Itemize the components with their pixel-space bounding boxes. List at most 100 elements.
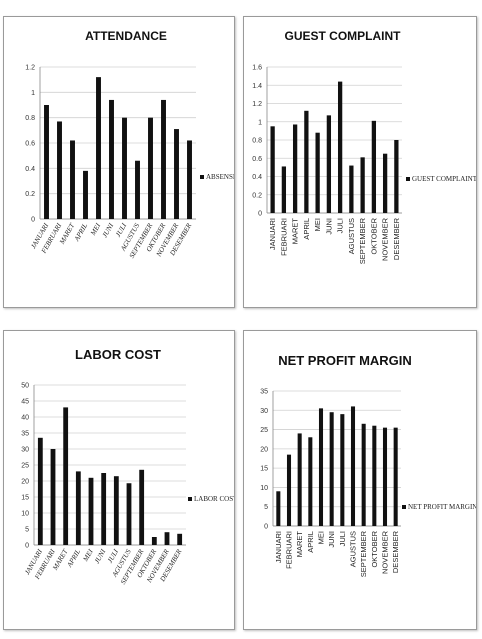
net-profit-margin-x-tick-label: DESEMBER <box>391 530 400 573</box>
guest-complaint-x-tick-label: NOVEMBER <box>381 217 390 261</box>
guest-complaint-x-tick-label: DESEMBER <box>392 217 401 260</box>
net-profit-margin-x-tick-label: OKTOBER <box>370 530 379 567</box>
guest-complaint-bar <box>315 133 319 213</box>
guest-complaint-x-tick-label: JULI <box>336 218 345 233</box>
attendance-legend-label: ABSENSI <box>206 173 234 181</box>
labor-cost-y-tick-label: 40 <box>21 415 29 422</box>
guest-complaint-bar <box>338 82 342 213</box>
net-profit-margin-chart-panel: NET PROFIT MARGIN 0 5 10 15 20 25 30 35 JANUARI FE… <box>243 330 477 630</box>
net-profit-margin-x-tick-label: NOVEMBER <box>381 530 390 574</box>
labor-cost-legend-key <box>188 497 192 501</box>
labor-cost-y-tick-label: 0 <box>25 543 29 550</box>
labor-cost-bar <box>89 478 94 545</box>
guest-complaint-x-tick-label: JUNI <box>324 218 333 235</box>
guest-complaint-y-tick-label: 0.4 <box>252 174 262 181</box>
attendance-bar <box>148 118 153 219</box>
attendance-y-tick-label: 0.8 <box>25 115 35 122</box>
net-profit-margin-x-tick-label: AGUSTUS <box>349 531 358 567</box>
guest-complaint-x-tick-label: SEPTEMBER <box>358 217 367 264</box>
attendance-bar <box>83 171 88 219</box>
net-profit-margin-bar <box>308 437 312 526</box>
net-profit-margin-y-tick-label: 25 <box>260 427 268 434</box>
net-profit-margin-bar <box>362 424 366 526</box>
net-profit-margin-legend-key <box>402 505 406 509</box>
net-profit-margin-y-tick-label: 20 <box>260 446 268 453</box>
net-profit-margin-x-tick-label: APRIL <box>306 531 315 553</box>
guest-complaint-y-tick-label: 1.2 <box>252 101 262 108</box>
attendance-bar <box>96 77 101 219</box>
labor-cost-chart-svg: LABOR COST05101520253035404550JANUARIFEB… <box>4 331 234 629</box>
net-profit-margin-y-tick-label: 10 <box>260 485 268 492</box>
net-profit-margin-bar <box>383 428 387 526</box>
labor-cost-y-tick-label: 35 <box>21 431 29 438</box>
guest-complaint-x-tick-label: OKTOBER <box>369 217 378 254</box>
net-profit-margin-chart-svg: NET PROFIT MARGIN 0 5 10 15 20 25 30 35 JANUARI FE… <box>244 331 476 629</box>
attendance-bar <box>161 100 166 219</box>
guest-complaint-bar <box>270 126 274 213</box>
net-profit-margin-bar <box>372 426 376 526</box>
guest-complaint-y-tick-label: 1.4 <box>252 83 262 90</box>
guest-complaint-bar <box>327 115 331 213</box>
guest-complaint-x-tick-label: JANUARI <box>268 218 277 250</box>
labor-cost-bar <box>101 473 106 545</box>
guest-complaint-chart-panel: GUEST COMPLAINT 0 0.2 0.4 0.6 0.8 1 1.2 1.4 1.6 JA… <box>243 16 477 308</box>
guest-complaint-bar <box>293 124 297 213</box>
attendance-bar <box>135 161 140 219</box>
net-profit-margin-y-tick-label: 15 <box>260 466 268 473</box>
attendance-chart-svg: ATTENDANCE00.20.40.60.811.2JANUARIFEBRUA… <box>4 17 234 307</box>
attendance-x-tick-label: APRIL <box>72 222 89 243</box>
labor-cost-title: LABOR COST <box>75 347 161 362</box>
labor-cost-y-tick-label: 5 <box>25 527 29 534</box>
labor-cost-bar <box>114 476 119 545</box>
guest-complaint-title: GUEST COMPLAINT <box>285 29 402 43</box>
net-profit-margin-bar <box>319 408 323 526</box>
guest-complaint-x-tick-label: APRIL <box>302 218 311 240</box>
labor-cost-bar <box>38 438 43 545</box>
guest-complaint-y-tick-label: 0.2 <box>252 192 262 199</box>
labor-cost-bar <box>63 407 68 545</box>
net-profit-margin-y-tick-label: 0 <box>264 524 268 531</box>
guest-complaint-bar <box>383 154 387 213</box>
labor-cost-y-tick-label: 10 <box>21 511 29 518</box>
net-profit-margin-y-tick-label: 35 <box>260 389 268 396</box>
attendance-x-tick-label: JUNI <box>101 221 116 239</box>
net-profit-margin-bar <box>276 491 280 526</box>
net-profit-margin-x-tick-label: JUNI <box>327 531 336 548</box>
attendance-y-tick-label: 0.2 <box>25 191 35 198</box>
attendance-y-tick-label: 0.4 <box>25 166 35 173</box>
net-profit-margin-bar <box>287 455 291 526</box>
guest-complaint-legend-label: GUEST COMPLAINT <box>412 175 476 183</box>
guest-complaint-legend-key <box>406 177 410 181</box>
guest-complaint-y-tick-label: 0.8 <box>252 138 262 145</box>
labor-cost-bar <box>51 449 56 545</box>
guest-complaint-x-tick-label: AGUSTUS <box>347 218 356 254</box>
net-profit-margin-bar <box>351 406 355 526</box>
net-profit-margin-x-tick-label: SEPTEMBER <box>359 530 368 577</box>
net-profit-margin-x-tick-label: MEI <box>317 531 326 544</box>
attendance-title: ATTENDANCE <box>85 29 167 43</box>
attendance-bar <box>122 118 127 219</box>
net-profit-margin-legend-label: NET PROFIT MARGIN <box>408 503 476 511</box>
labor-cost-chart-panel: LABOR COST 0 5 10 15 20 25 30 35 40 45 50 JANUARI FEB… <box>3 330 235 630</box>
labor-cost-y-tick-label: 25 <box>21 463 29 470</box>
labor-cost-y-tick-label: 15 <box>21 495 29 502</box>
labor-cost-bar <box>177 534 182 545</box>
guest-complaint-y-tick-label: 0 <box>258 211 262 218</box>
attendance-bar <box>174 129 179 219</box>
labor-cost-bar <box>127 483 132 545</box>
attendance-legend-key <box>200 175 204 179</box>
labor-cost-y-tick-label: 50 <box>21 383 29 390</box>
guest-complaint-y-tick-label: 1 <box>258 119 262 126</box>
labor-cost-y-tick-label: 30 <box>21 447 29 454</box>
labor-cost-legend-label: LABOR COST <box>194 495 234 503</box>
attendance-y-tick-label: 1 <box>31 90 35 97</box>
guest-complaint-y-tick-label: 1.6 <box>252 65 262 72</box>
net-profit-margin-x-tick-label: MARET <box>295 531 304 558</box>
net-profit-margin-title: NET PROFIT MARGIN <box>278 353 412 368</box>
guest-complaint-x-tick-label: MARET <box>291 218 300 245</box>
net-profit-margin-x-tick-label: JULI <box>338 531 347 546</box>
attendance-bar <box>44 105 49 219</box>
guest-complaint-y-tick-label: 0.6 <box>252 156 262 163</box>
attendance-chart-panel: ATTENDANCE 0 0.2 0.4 0.6 0.8 1 1.2 JANUARI FEBRUA… <box>3 16 235 308</box>
attendance-y-tick-label: 0.6 <box>25 141 35 148</box>
